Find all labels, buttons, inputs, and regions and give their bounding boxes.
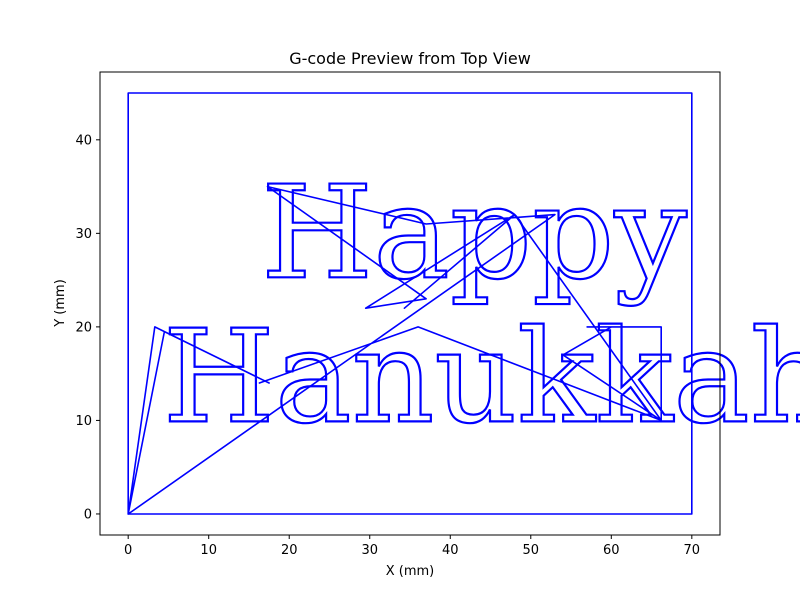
y-axis: 0 10 20 30 40 <box>75 133 100 522</box>
y-tick-label: 20 <box>75 320 92 335</box>
x-tick-label: 30 <box>361 543 378 558</box>
y-tick-label: 40 <box>75 133 92 148</box>
plot-frame <box>99 71 721 536</box>
x-tick-label: 0 <box>124 543 132 558</box>
x-axis: 0 10 20 30 40 50 60 70 <box>124 535 700 558</box>
toolpath-border <box>127 92 693 515</box>
engraved-text-0: Happy <box>261 159 687 308</box>
chart-title: G-code Preview from Top View <box>289 49 531 68</box>
toolpath-travel-moves <box>127 185 663 515</box>
y-axis-label: Y (mm) <box>53 279 68 328</box>
x-tick-label: 60 <box>603 543 620 558</box>
x-tick-label: 10 <box>200 543 217 558</box>
x-tick-label: 20 <box>281 543 298 558</box>
y-tick-label: 0 <box>84 507 92 522</box>
x-tick-label: 70 <box>684 543 701 558</box>
y-tick-label: 10 <box>75 414 92 429</box>
x-tick-label: 50 <box>523 543 540 558</box>
y-tick-label: 30 <box>75 227 92 242</box>
x-tick-label: 40 <box>442 543 459 558</box>
engraved-text-1: Hanukkah! <box>163 303 800 452</box>
x-axis-label: X (mm) <box>386 564 435 579</box>
